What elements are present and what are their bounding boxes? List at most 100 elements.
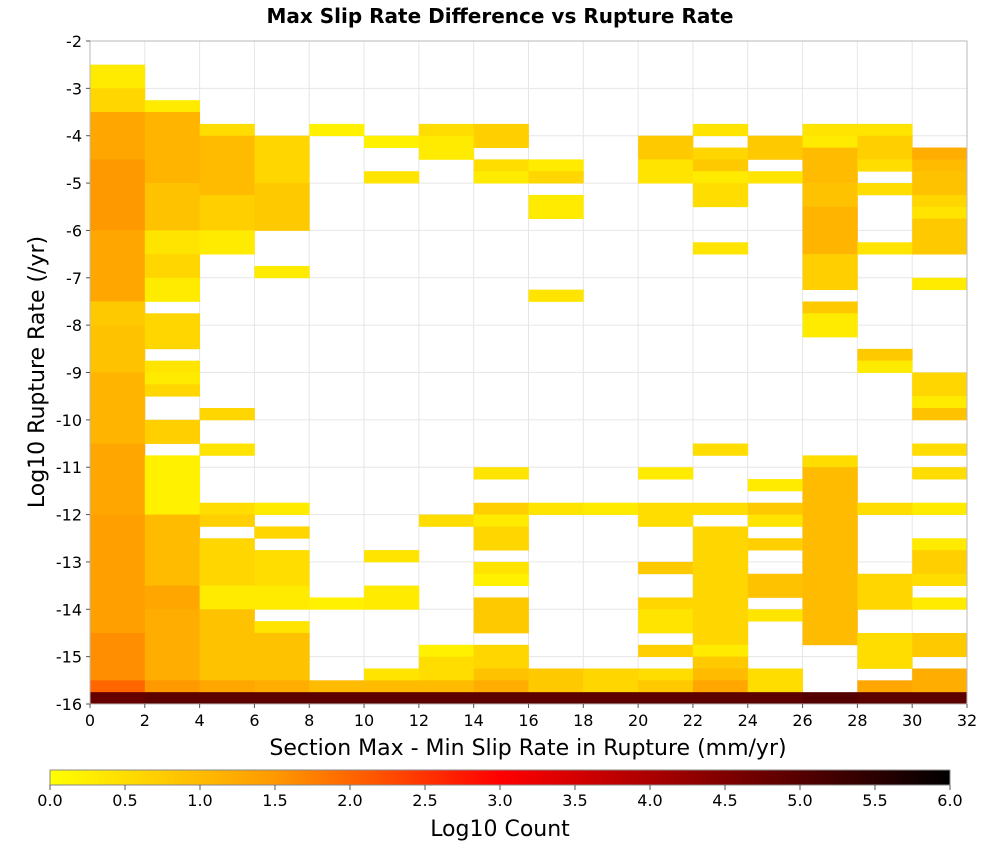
heatmap-cell [199,230,255,255]
colorbar-tick-label: 4.5 [712,791,737,810]
heatmap-cell [638,680,694,693]
heatmap-cell [473,644,529,669]
heatmap-cell [90,159,146,231]
heatmap-cell [473,159,529,172]
colorbar-label: Log10 Count [430,817,570,842]
heatmap-cell [364,668,420,681]
heatmap-cell [802,467,858,646]
heatmap-cell [254,183,310,231]
heatmap-cell [199,680,255,693]
chart-title: Max Slip Rate Difference vs Rupture Rate [267,4,734,28]
x-tick-label: 0 [85,711,95,730]
heatmap-cell [747,171,803,184]
heatmap-cell [90,230,146,302]
heatmap-cell [144,680,201,693]
heatmap-cell [90,301,146,326]
x-tick-label: 12 [409,711,429,730]
heatmap-cell [747,538,803,551]
heatmap-cell [802,313,858,338]
heatmap-cell [199,538,255,587]
heatmap-cell [912,467,968,480]
heatmap-cell [473,668,529,681]
y-tick-label: -9 [66,364,82,383]
heatmap-cell [857,348,913,362]
heatmap-cell [692,147,749,160]
y-tick-label: -14 [56,600,82,619]
heatmap-cell [254,632,310,681]
x-tick-label: 22 [683,711,703,730]
heatmap-cell [473,123,529,148]
heatmap-cell [802,147,858,184]
colorbar-tick-label: 1.0 [187,791,212,810]
heatmap-cell [912,159,968,172]
heatmap-cell [802,455,858,468]
x-tick-label: 4 [195,711,205,730]
heatmap-cell [473,597,529,634]
heatmap-cell [747,479,803,492]
heatmap-cell [199,502,255,515]
heatmap-cell [528,502,584,515]
heatmap-cell [912,502,968,515]
heatmap-cell [857,159,913,172]
heatmap-cell [638,609,694,634]
heatmap-cell [747,573,803,598]
heatmap-cell [144,455,201,515]
heatmap-cell [692,692,749,705]
heatmap-cell [857,360,913,373]
x-tick-label: 32 [957,711,977,730]
heatmap-cell [528,668,584,693]
heatmap-cell [638,561,694,575]
heatmap-cell [254,692,310,705]
heatmap-cell [144,585,201,610]
heatmap-cell [90,632,146,681]
x-tick-label: 26 [792,711,812,730]
heatmap-cell [912,206,968,219]
heatmap-cell [473,171,529,184]
heatmap-cell [254,680,310,693]
heatmap-cell [912,692,968,705]
heatmap-cell [144,384,201,397]
heatmap-cell [802,206,858,255]
heatmap-cell [199,194,255,231]
heatmap-cell [802,135,858,148]
y-tick-label: -10 [56,411,82,430]
heatmap-cell [692,123,749,137]
heatmap-cell [199,135,255,196]
heatmap-cell [857,692,913,705]
heatmap-cell [473,692,529,705]
heatmap-cell [199,443,255,456]
heatmap-cell [144,419,201,444]
y-tick-label: -12 [56,506,82,525]
heatmap-cell [473,514,529,527]
colorbar-tick-label: 5.5 [862,791,887,810]
heatmap-cell [857,183,913,196]
heatmap-cell [912,147,968,160]
heatmap-cell [90,88,146,113]
heatmap-cell [309,123,365,137]
heatmap-cell [692,668,749,681]
heatmap-cell [857,680,913,693]
heatmap-cell [144,325,201,350]
heatmap-cell [254,502,310,515]
heatmap-cell [583,668,639,693]
heatmap-cell [747,514,803,527]
heatmap-cell [144,692,201,705]
colorbar-tick-label: 4.0 [637,791,662,810]
y-tick-label: -2 [66,32,82,51]
heatmap-cell [528,194,584,219]
heatmap-cell [90,680,146,693]
x-tick-label: 30 [902,711,922,730]
colorbar-tick-label: 3.0 [487,791,512,810]
heatmap-cell [912,194,968,208]
heatmap-cell [912,396,968,409]
heatmap-cell [638,467,694,480]
heatmap-cell [364,692,420,705]
heatmap-cell [144,609,201,681]
heatmap-cell [144,100,201,113]
heatmap-cell [912,668,968,693]
x-tick-label: 18 [573,711,593,730]
colorbar-tick-label: 3.5 [562,791,587,810]
heatmap-cell [528,159,584,172]
heatmap-cell [583,692,639,705]
